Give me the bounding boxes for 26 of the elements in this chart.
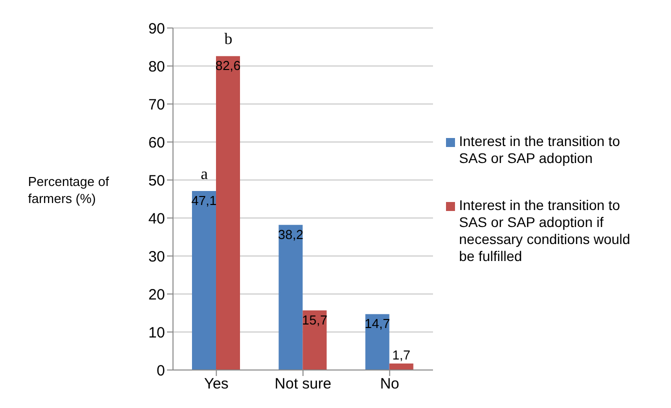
data-label: 82,6 [215, 58, 241, 74]
bar [365, 314, 390, 370]
y-tick-label: 80 [148, 58, 165, 76]
bar [389, 364, 414, 370]
data-label: 1,7 [392, 348, 410, 363]
data-label: 14,7 [364, 316, 390, 332]
y-tick-label: 30 [148, 248, 165, 266]
y-tick-label: 40 [148, 210, 165, 228]
legend-label: Interest in the transition to SAS or SAP adoption [459, 133, 622, 167]
y-tick-label: 70 [148, 96, 165, 114]
x-tick-label: Not sure [274, 376, 332, 393]
bar [216, 56, 240, 370]
bar [278, 224, 303, 370]
y-axis-title: Percentage of farmers (%) [28, 173, 110, 207]
y-tick-label: 10 [148, 324, 165, 342]
y-tick-label: 20 [148, 286, 165, 304]
y-tick-label: 60 [148, 134, 165, 152]
y-tick-label: 90 [148, 20, 165, 38]
y-tick-label: 0 [156, 362, 165, 380]
legend-label: Interest in the transition to SAS or SAP adoption if necessary conditions would be fulfilled [459, 197, 632, 265]
x-tick-label: No [380, 376, 400, 393]
bar [192, 191, 216, 370]
y-tick-label: 50 [148, 172, 165, 190]
annotation: a [200, 166, 208, 184]
x-tick-label: Yes [204, 376, 229, 393]
annotation: b [224, 31, 232, 48]
